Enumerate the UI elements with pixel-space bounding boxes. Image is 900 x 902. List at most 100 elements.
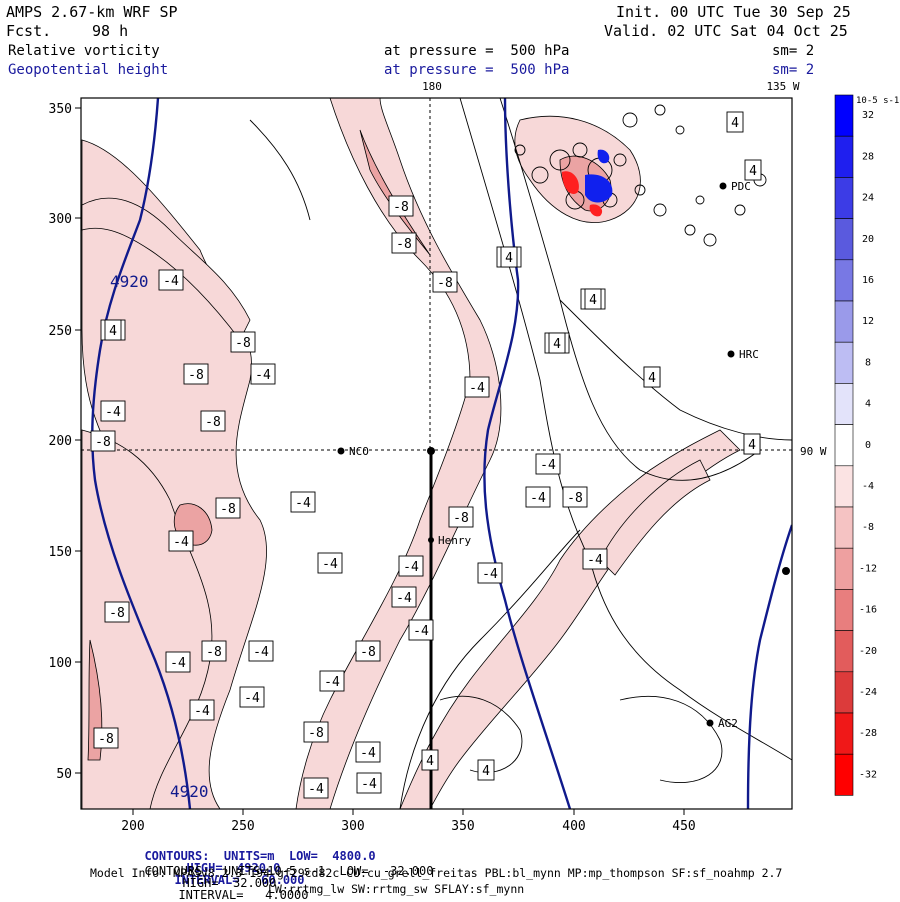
colorbar-label: -20: [859, 646, 877, 657]
field1-smooth: sm= 2: [772, 43, 815, 59]
colorbar-swatch: [834, 218, 854, 261]
station-marker: [427, 447, 435, 455]
colorbar-swatch: [834, 300, 854, 343]
colorbar-label: -8: [862, 522, 874, 533]
station-marker: [337, 447, 345, 455]
station-marker: [428, 537, 434, 543]
contour-label-box: [525, 486, 551, 508]
contour-label: -4: [317, 552, 343, 574]
model-title: AMPS 2.67-km WRF SP: [6, 3, 178, 21]
contour-label: -4: [535, 453, 561, 475]
contour-label-text: 4: [748, 438, 756, 453]
contour-label: 4: [743, 433, 761, 455]
contour-label-box: [391, 586, 417, 608]
contour-label-box: [230, 331, 256, 353]
forecast-hour: 98 h: [92, 22, 129, 40]
contour-label-box: [408, 619, 434, 641]
contour-label-text: -4: [403, 560, 419, 575]
y-tick-250: 250: [49, 324, 72, 339]
contour-label: -8: [90, 430, 116, 452]
contour-label-text: -4: [530, 491, 546, 506]
contour-label-box: [448, 506, 474, 528]
colorbar-swatch: [834, 671, 854, 714]
model-info-2: LW:rrtmg_lw SW:rrtmg_sw SFLAY:sf_mynn: [268, 882, 525, 896]
contour-info-height: CONTOURS: UNITS=m LOW= 4800.0 HIGH= 4920…: [130, 838, 375, 887]
colorbar-swatch: [834, 589, 854, 631]
contour-label-box: [319, 670, 345, 692]
contour-label-text: -4: [396, 591, 412, 606]
contour-label: -8: [391, 232, 417, 254]
contour-label-text: -8: [393, 200, 409, 215]
y-tick-350: 350: [49, 102, 72, 117]
field1-name: Relative vorticity: [8, 43, 160, 59]
contour-label-box: [239, 686, 265, 708]
contour-label: 4: [421, 749, 439, 771]
contour-label-text: -8: [95, 435, 111, 450]
contour-label: -8: [215, 497, 241, 519]
meridian-label-135w: 135 W: [766, 80, 799, 93]
contour-label-text: -4: [322, 557, 338, 572]
contour-label: 4: [744, 159, 762, 181]
contour-label-text: 4: [482, 764, 490, 779]
contour-label: -4: [319, 670, 345, 692]
contour-label-box: [168, 530, 194, 552]
contour-label-box: [317, 552, 343, 574]
contour-label-box: [200, 410, 226, 432]
contour-label-box: [158, 269, 184, 291]
contour-info-vorticity: CONTOURS: UNITS=10-5 s-1 LOW= -32.000 HI…: [130, 853, 433, 901]
plot-frame: [80, 97, 793, 810]
contour-label-box: [562, 486, 588, 508]
contour-label: -4: [398, 555, 424, 577]
contour-label-text: -8: [396, 237, 412, 252]
contour-label: 4: [477, 759, 495, 781]
contour-label: -8: [201, 640, 227, 662]
colorbar-label: -32: [859, 769, 877, 780]
colorbar-swatch: [834, 177, 854, 219]
contour-label-box: [303, 721, 329, 743]
y-tick-200: 200: [49, 434, 72, 449]
contour-info-height-interval: INTERVAL= 60.000: [174, 873, 305, 887]
contour-label-box: [355, 741, 381, 763]
colorbar-swatch: [834, 465, 854, 508]
stations: NCO Henry HRC AG2 PDC: [337, 180, 790, 730]
axis-ticks: [75, 107, 685, 815]
contour-label-text: -8: [98, 732, 114, 747]
contour-label-text: -4: [482, 567, 498, 582]
contour-label-box: [104, 601, 130, 623]
contour-label: -4: [525, 486, 551, 508]
contour-label: -4: [290, 491, 316, 513]
negative-vorticity-core: [562, 171, 603, 217]
contour-info-vort-low: CONTOURS: UNITS=10-5 s-1 LOW= -32.000: [144, 864, 434, 878]
contour-label-box: [548, 332, 566, 354]
contour-label-box: [250, 363, 276, 385]
contour-label-text: -8: [220, 502, 236, 517]
y-tick-150: 150: [49, 545, 72, 560]
positive-vorticity-core: [585, 149, 613, 203]
station-label: AG2: [718, 717, 738, 730]
contour-label-box: [391, 232, 417, 254]
contour-label-box: [421, 749, 439, 771]
contour-label: -4: [408, 619, 434, 641]
colorbar-swatch: [834, 341, 854, 384]
station-label: HRC: [739, 348, 759, 361]
contour-label: -4: [165, 651, 191, 673]
contour-label: 4: [548, 332, 566, 354]
contour-label-text: -4: [413, 624, 429, 639]
colorbar: 32 28 24 20 16 12 8 4 0 -4 -8 -12 -16 -20 -24 -28 -32: [834, 94, 877, 796]
contour-label-text: -4: [173, 535, 189, 550]
colorbar-swatch: [834, 94, 854, 137]
colorbar-label: 20: [862, 234, 874, 245]
contour-label-text: -8: [453, 511, 469, 526]
contour-label-text: -8: [109, 606, 125, 621]
contour-label: -4: [239, 686, 265, 708]
contour-label-box: [744, 159, 762, 181]
x-tick-400: 400: [562, 819, 585, 834]
colorbar-label: 0: [865, 440, 871, 451]
colorbar-swatch: [834, 259, 854, 302]
contour-label: -4: [100, 400, 126, 422]
contour-label-text: 4: [731, 116, 739, 131]
contour-label-box: [90, 430, 116, 452]
station-marker: [706, 719, 714, 727]
init-time: Init. 00 UTC Tue 30 Sep 25: [616, 3, 851, 21]
model-info: Model Info: MPASv8.2.3-194-gf29cd82c CU:…: [90, 866, 783, 880]
